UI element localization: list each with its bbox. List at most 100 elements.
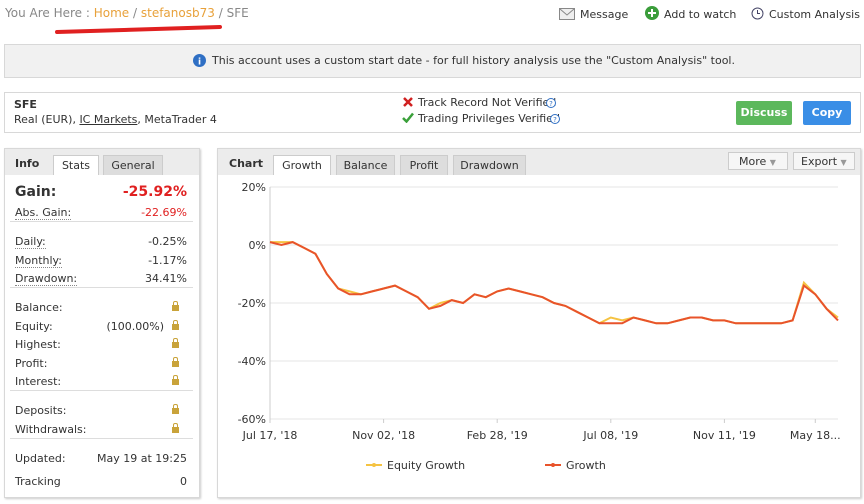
general-tab[interactable]: General xyxy=(103,155,163,175)
watch-link[interactable]: Add to watch xyxy=(664,8,737,21)
x-tick-label: Nov 02, '18 xyxy=(352,429,415,442)
breadcrumb-separator: / xyxy=(132,6,138,20)
stat-value: -22.69% xyxy=(141,206,187,219)
chart-label: Chart xyxy=(229,157,264,170)
stat-value: -1.17% xyxy=(148,253,187,267)
cross-icon xyxy=(403,97,413,107)
track-record-status: Track Record Not Verified xyxy=(418,96,557,109)
stat-value: -25.92% xyxy=(122,184,187,200)
stats-tab[interactable]: Stats xyxy=(53,155,99,175)
account-name: SFE xyxy=(14,98,37,111)
watch-icon xyxy=(645,6,659,20)
info-icon: i xyxy=(193,54,206,67)
breadcrumb-home[interactable]: Home xyxy=(93,6,130,20)
separator xyxy=(10,221,193,222)
stat-value: 0 xyxy=(180,474,187,488)
account-box xyxy=(4,92,861,133)
discuss-button[interactable]: Discuss xyxy=(736,101,792,125)
help-icon[interactable]: ? xyxy=(550,114,560,124)
growth-tab[interactable]: Growth xyxy=(273,155,331,175)
y-tick-label: -60% xyxy=(238,413,266,426)
account-type: Real (EUR), xyxy=(14,113,80,126)
check-icon xyxy=(402,112,414,123)
stat-label: Balance: xyxy=(15,301,63,314)
stat-label: Drawdown: xyxy=(15,272,78,286)
message-link[interactable]: Message xyxy=(580,8,629,21)
stat-value: May 19 at 19:25 xyxy=(97,451,187,465)
x-tick-label: Jul 08, '19 xyxy=(582,429,638,442)
stat-label: Equity: xyxy=(15,319,53,333)
legend-label: Equity Growth xyxy=(387,459,465,472)
separator xyxy=(10,287,193,288)
info-panel xyxy=(4,148,200,498)
notice-text: This account uses a custom start date - … xyxy=(212,54,735,67)
stat-label: Deposits: xyxy=(15,404,67,417)
y-tick-label: 0% xyxy=(249,239,266,252)
svg-text:i: i xyxy=(198,58,201,68)
message-icon xyxy=(559,8,575,20)
legend-marker xyxy=(551,463,555,467)
info-label: Info xyxy=(15,157,40,170)
scribble xyxy=(55,25,222,34)
stat-label: Updated: xyxy=(15,451,66,465)
chart: -60% -40% -20% 0% 20% Jul 17, '18 Nov 02, '18 F… xyxy=(238,181,841,472)
x-tick-label: May 18... xyxy=(790,429,841,442)
stat-label: Tracking xyxy=(15,474,61,488)
lock-icon xyxy=(172,404,179,414)
lock-icon xyxy=(172,338,179,348)
lock-icon xyxy=(172,301,179,311)
stat-label: Profit: xyxy=(15,356,48,370)
series-line xyxy=(269,241,839,325)
balance-tab[interactable]: Balance xyxy=(336,155,395,175)
export-menu[interactable]: Export ▼ xyxy=(793,152,855,170)
separator xyxy=(10,437,193,439)
y-tick-label: 20% xyxy=(242,181,266,194)
more-label: More xyxy=(739,155,767,168)
lock-icon xyxy=(172,422,179,433)
breadcrumb-separator: / xyxy=(218,6,223,20)
privileges-status: Trading Privileges Verified xyxy=(418,112,560,125)
y-tick-label: -40% xyxy=(238,355,266,368)
platform: , MetaTrader 4 xyxy=(137,113,217,126)
broker-link[interactable]: IC Markets xyxy=(79,113,138,126)
legend-marker xyxy=(372,463,376,467)
redaction-line xyxy=(55,25,222,34)
export-label: Export xyxy=(801,155,838,168)
stat-label: Abs. Gain: xyxy=(15,206,72,220)
breadcrumb: You Are Here : Home / stefanosb73 / SFE xyxy=(5,6,249,20)
help-icon[interactable]: ? xyxy=(546,98,556,108)
svg-text:?: ? xyxy=(549,100,553,108)
drawdown-tab[interactable]: Drawdown xyxy=(453,155,526,175)
stat-value: 34.41% xyxy=(145,272,187,285)
breadcrumb-page: SFE xyxy=(226,6,249,20)
breadcrumb-prefix: You Are Here : xyxy=(5,6,90,20)
stat-value: -0.25% xyxy=(148,235,187,248)
stat-label: Daily: xyxy=(15,235,46,249)
svg-text:?: ? xyxy=(553,116,557,124)
x-tick-label: Nov 11, '19 xyxy=(693,429,756,442)
notice-box xyxy=(4,44,861,78)
lock-icon xyxy=(172,356,179,367)
copy-button[interactable]: Copy xyxy=(803,101,851,125)
info-header xyxy=(5,149,199,175)
stat-label: Highest: xyxy=(15,338,61,351)
y-tick-label: -20% xyxy=(238,297,266,310)
series-line xyxy=(270,241,839,325)
lock-icon xyxy=(172,375,179,385)
breadcrumb-user[interactable]: stefanosb73 xyxy=(140,6,215,20)
stat-label: Withdrawals: xyxy=(15,422,87,436)
x-tick-label: Feb 28, '19 xyxy=(467,429,528,442)
chart-panel xyxy=(217,148,861,498)
stat-label: Gain: xyxy=(15,184,57,200)
legend-label: Growth xyxy=(566,459,606,472)
analysis-link[interactable]: Custom Analysis xyxy=(769,8,860,21)
x-tick-label: Jul 17, '18 xyxy=(242,429,298,442)
stat-label: Monthly: xyxy=(15,253,62,268)
stat-label: Interest: xyxy=(15,375,62,388)
account-details: Real (EUR), IC Markets, MetaTrader 4 xyxy=(14,113,217,126)
analysis-icon xyxy=(751,7,764,20)
stat-note: (100.00%) xyxy=(106,319,164,333)
more-menu[interactable]: More ▼ xyxy=(728,152,788,170)
profit-tab[interactable]: Profit xyxy=(400,155,448,175)
